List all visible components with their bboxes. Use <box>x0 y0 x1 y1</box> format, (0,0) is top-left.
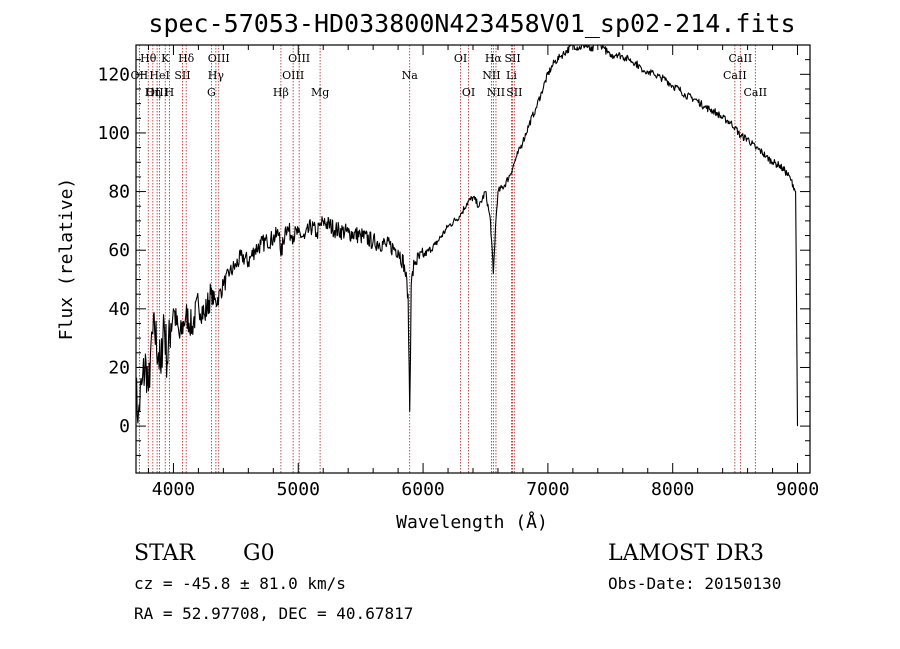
x-tick-label: 6000 <box>401 479 444 500</box>
x-tick-label: 8000 <box>651 479 694 500</box>
obs-date: Obs-Date: 20150130 <box>608 574 781 593</box>
y-axis: 0 20 40 60 80 100 120 <box>97 59 810 456</box>
line-label-5: Hη <box>145 86 161 99</box>
line-label-8: Hδ <box>178 52 195 65</box>
y-tick-label: 60 <box>108 240 130 261</box>
x-tick-label: 7000 <box>526 479 569 500</box>
line-label-0: Hθ <box>140 52 157 65</box>
y-tick-label: 100 <box>97 123 130 144</box>
line-label-23: Li <box>506 69 517 82</box>
line-label-25: CaII <box>729 52 753 65</box>
line-label-17: OI <box>454 52 467 65</box>
survey-name: LAMOST DR3 <box>608 541 764 566</box>
line-label-3: K <box>161 52 170 65</box>
line-label-6: H <box>165 86 175 99</box>
coordinates: RA = 52.97708, DEC = 40.67817 <box>134 604 413 623</box>
line-label-21: NII <box>487 86 505 99</box>
line-label-27: CaII <box>743 86 767 99</box>
redshift-text: cz = -45.8 ± 81.0 km/s <box>134 574 346 593</box>
line-label-19: Hα <box>485 52 503 65</box>
x-tick-label: 5000 <box>277 479 320 500</box>
subclass: G0 <box>243 541 275 566</box>
x-axis-label: Wavelength (Å) <box>396 511 548 533</box>
line-label-9: OIII <box>208 52 230 65</box>
x-tick-label: 9000 <box>776 479 819 500</box>
object-type: STAR <box>134 541 196 566</box>
line-label-2: OIII <box>146 86 168 99</box>
x-tick-label: 4000 <box>152 479 195 500</box>
emission-line-labels: Hθ OII OIII K HeI Hη H SII Hδ OIII Hγ G OIII OIII Hβ Mg… <box>131 52 768 99</box>
line-label-11: G <box>207 86 216 99</box>
y-tick-label: 80 <box>108 182 130 203</box>
line-label-12: OIII <box>288 52 310 65</box>
line-label-7: SII <box>174 69 190 82</box>
y-tick-label: 20 <box>108 357 130 378</box>
line-label-13: OIII <box>282 69 304 82</box>
line-label-1: OII <box>131 69 149 82</box>
y-tick-label: 0 <box>119 416 130 437</box>
emission-line-markers <box>138 45 756 473</box>
line-label-15: Mg <box>311 86 329 99</box>
line-label-26: CaII <box>723 69 747 82</box>
line-label-16: Na <box>402 69 419 82</box>
x-axis: 4000 5000 6000 7000 8000 9000 <box>147 45 819 500</box>
line-label-24: SII <box>506 86 522 99</box>
line-label-22: SII <box>504 52 520 65</box>
line-label-18: OI <box>462 86 475 99</box>
y-tick-label: 40 <box>108 299 130 320</box>
line-label-10: Hγ <box>208 69 225 82</box>
y-tick-label: 120 <box>97 64 130 85</box>
spectrum-line <box>135 44 799 427</box>
chart-title: spec-57053-HD033800N423458V01_sp02-214.f… <box>148 9 795 38</box>
line-label-20: NII <box>482 69 500 82</box>
line-label-4: HeI <box>149 69 169 82</box>
y-axis-label: Flux (relative) <box>56 178 77 341</box>
line-label-14: Hβ <box>273 86 289 99</box>
